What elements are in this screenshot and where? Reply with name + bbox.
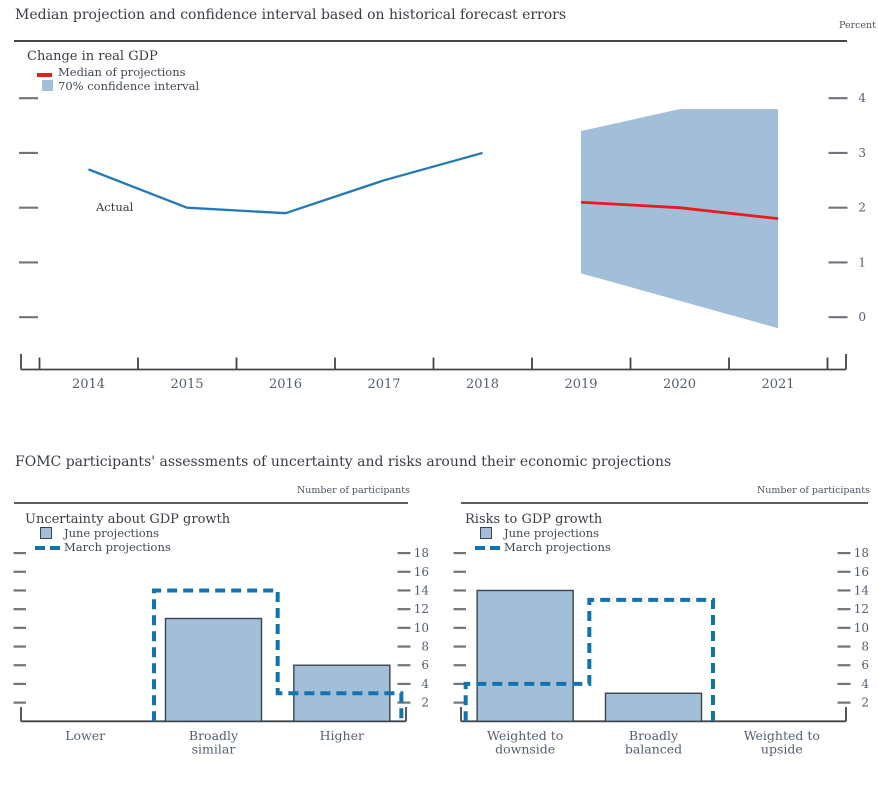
year-label: 2017: [367, 377, 400, 392]
march-dash-swatch-icon: [35, 546, 45, 550]
actual-gdp-line: [88, 151, 483, 215]
y-tick-label: 16: [854, 565, 869, 579]
top-chart-title: Median projection and confidence interva…: [15, 7, 567, 23]
y-tick-label: 2: [421, 696, 429, 710]
y-tick-label: 14: [854, 583, 870, 597]
category-label: downside: [495, 742, 555, 757]
june-bar: [164, 617, 263, 723]
top-chart-series-heading: Change in real GDP: [27, 49, 158, 64]
category-label: similar: [192, 742, 236, 757]
legend-median-label: Median of projections: [58, 65, 186, 79]
year-label: 2018: [466, 377, 499, 392]
y-tick-label: 2: [861, 696, 869, 710]
june-bar-swatch-icon: [480, 527, 492, 539]
y-tick-label: 1: [858, 255, 866, 269]
left-panel-axis-label: Number of participants: [296, 485, 410, 496]
legend-band-label: 70% confidence interval: [58, 79, 200, 93]
median-projection-line: [580, 200, 779, 221]
year-label: 2016: [269, 377, 302, 392]
y-tick-label: 4: [861, 677, 869, 691]
category-label: Lower: [65, 728, 105, 743]
march-step-line: [463, 597, 715, 722]
top-chart-unit-label: Percent: [838, 20, 876, 31]
y-tick-label: 6: [421, 658, 429, 672]
year-label: 2020: [663, 377, 696, 392]
june-bar-swatch-icon: [40, 527, 52, 539]
confidence-band: [581, 109, 778, 329]
right-panel-axis-label: Number of participants: [756, 485, 870, 496]
year-label: 2015: [170, 377, 203, 392]
category-label: Broadly: [189, 728, 239, 743]
y-tick-label: 4: [421, 677, 429, 691]
category-label: Broadly: [629, 728, 679, 743]
march-dash-swatch-icon: [490, 546, 500, 550]
year-label: 2019: [564, 377, 597, 392]
y-tick-label: 8: [421, 640, 429, 654]
category-label: upside: [761, 742, 803, 757]
right-panel-heading: Risks to GDP growth: [465, 512, 603, 527]
right-panel-march-label: March projections: [504, 540, 611, 554]
y-tick-label: 8: [861, 640, 869, 654]
left-panel-heading: Uncertainty about GDP growth: [25, 512, 231, 527]
year-label: 2021: [761, 377, 794, 392]
y-tick-label: 10: [414, 621, 429, 635]
june-bar: [476, 589, 574, 722]
june-bar: [604, 692, 703, 723]
category-label: Weighted to: [744, 728, 820, 743]
march-dash-swatch-icon: [475, 546, 485, 550]
y-tick-label: 6: [861, 658, 869, 672]
year-label: 2014: [72, 377, 105, 392]
y-tick-label: 10: [854, 621, 869, 635]
y-tick-label: 16: [414, 565, 429, 579]
actual-annotation: Actual: [95, 200, 134, 214]
median-line-swatch-icon: [37, 73, 52, 77]
right-panel-june-label: June projections: [504, 526, 600, 540]
y-tick-label: 18: [854, 546, 869, 560]
left-panel-march-label: March projections: [64, 540, 171, 554]
march-step-line: [152, 588, 404, 722]
y-tick-label: 3: [858, 146, 866, 160]
category-label: balanced: [625, 742, 682, 757]
y-tick-label: 18: [414, 546, 429, 560]
y-tick-label: 0: [858, 310, 866, 324]
y-tick-label: 12: [854, 602, 869, 616]
y-tick-label: 12: [414, 602, 429, 616]
bottom-section-title: FOMC participants' assessments of uncert…: [15, 454, 672, 470]
y-tick-label: 14: [414, 583, 430, 597]
left-panel-june-label: June projections: [64, 526, 160, 540]
y-tick-label: 2: [858, 201, 866, 215]
confidence-band-swatch-icon: [42, 80, 53, 91]
y-tick-label: 4: [858, 91, 866, 105]
category-label: Higher: [320, 728, 364, 743]
march-dash-swatch-icon: [50, 546, 60, 550]
category-label: Weighted to: [487, 728, 563, 743]
